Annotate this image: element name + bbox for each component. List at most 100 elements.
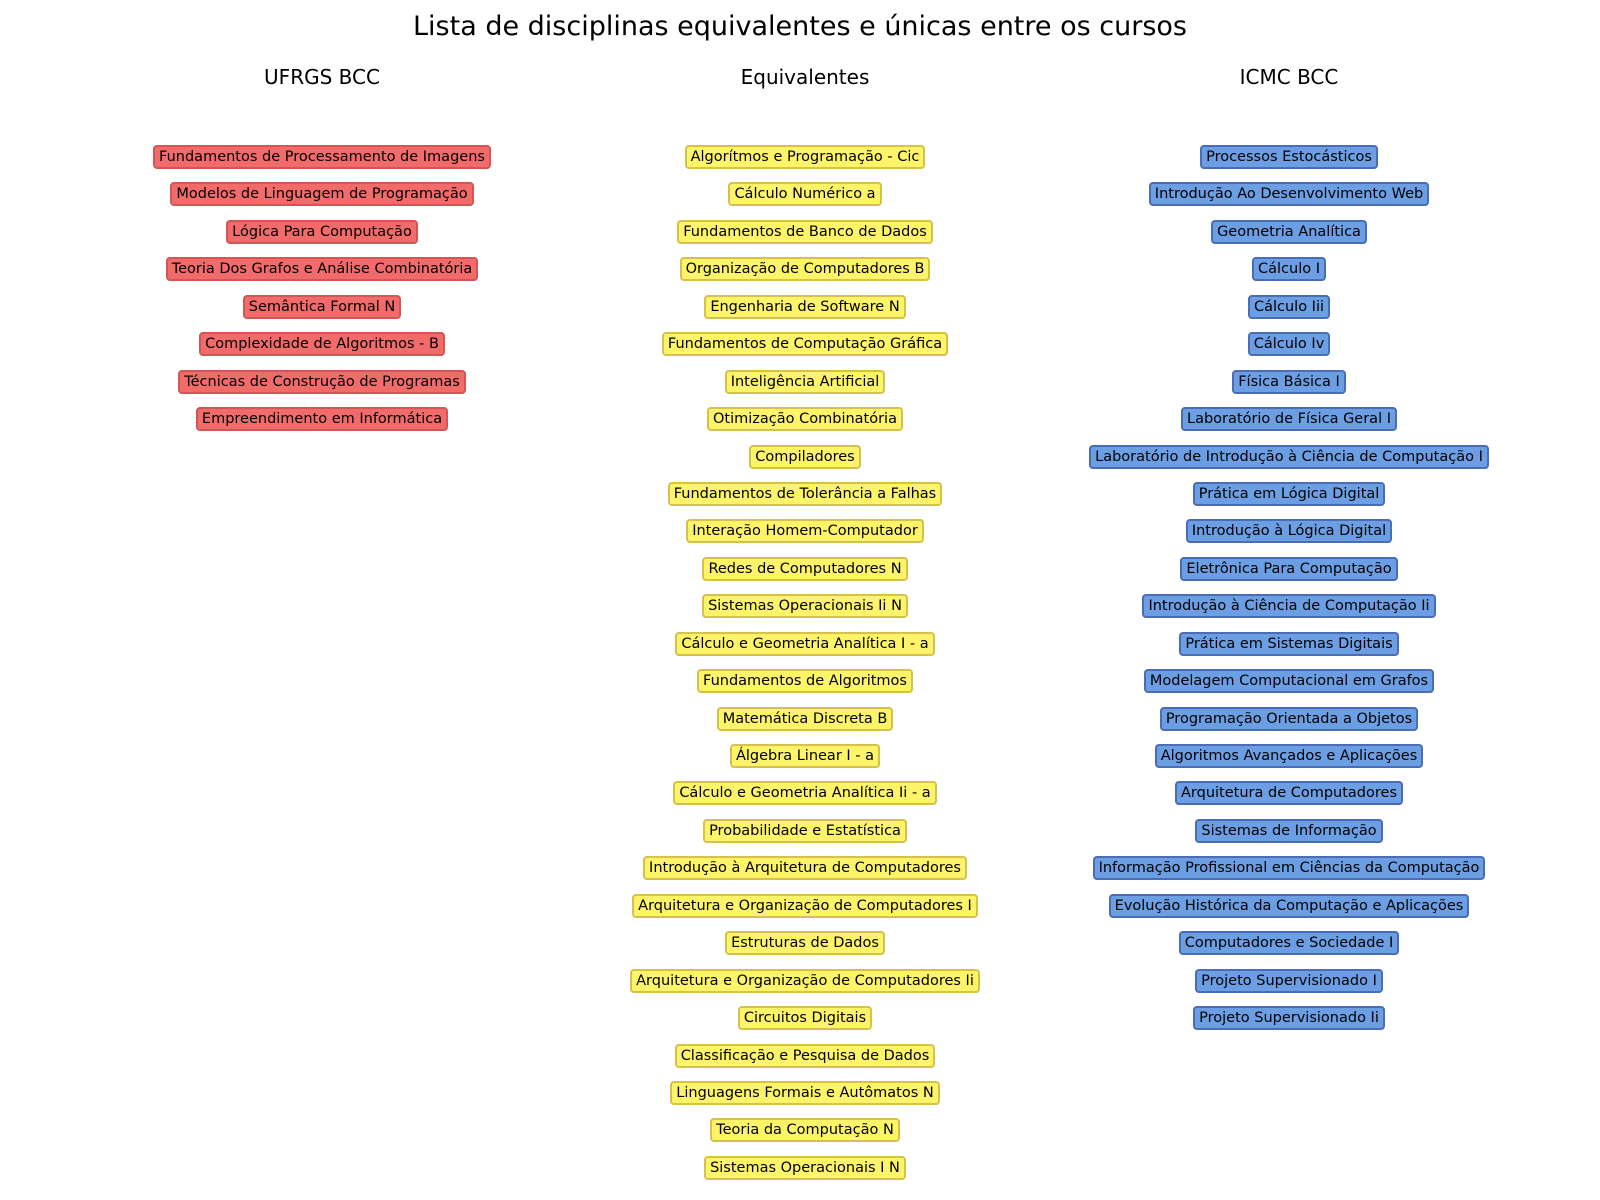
course-label: Semântica Formal N: [242, 294, 402, 319]
course-label: Otimização Combinatória: [707, 407, 903, 432]
course-label: Interação Homem-Computador: [686, 519, 924, 544]
course-label: Arquitetura de Computadores: [1175, 781, 1403, 806]
course-item-equivalentes: Fundamentos de Computação Gráfica: [565, 332, 1045, 369]
course-item-equivalentes: Redes de Computadores N: [565, 556, 1045, 594]
course-item-equivalentes: Probabilidade e Estatística: [565, 818, 1045, 856]
course-item-equivalentes: Arquitetura e Organização de Computadore…: [565, 893, 1045, 931]
course-label: Laboratório de Física Geral I: [1181, 407, 1397, 432]
course-item-equivalentes: Circuitos Digitais: [565, 1006, 1045, 1043]
course-label: Processos Estocásticos: [1200, 145, 1378, 169]
course-item-icmc: Laboratório de Física Geral I: [1049, 407, 1529, 444]
course-item-icmc: Prática em Sistemas Digitais: [1049, 631, 1529, 669]
course-item-ufrgs: Lógica Para Computação: [82, 219, 562, 257]
course-label: Probabilidade e Estatística: [703, 818, 907, 843]
course-item-equivalentes: Fundamentos de Banco de Dados: [565, 219, 1045, 257]
course-label: Teoria Dos Grafos e Análise Combinatória: [165, 257, 479, 282]
course-label: Sistemas de Informação: [1195, 818, 1383, 843]
course-item-equivalentes: Algorítmos e Programação - Cic: [565, 145, 1045, 182]
course-item-icmc: Projeto Supervisionado Ii: [1049, 1006, 1529, 1043]
course-item-icmc: Eletrônica Para Computação: [1049, 556, 1529, 594]
course-item-equivalentes: Teoria da Computação N: [565, 1118, 1045, 1155]
course-label: Cálculo e Geometria Analítica I - a: [675, 631, 935, 656]
course-item-equivalentes: Arquitetura e Organização de Computadore…: [565, 968, 1045, 1006]
course-label: Lógica Para Computação: [226, 219, 418, 244]
course-label: Matemática Discreta B: [716, 706, 894, 731]
course-item-icmc: Arquitetura de Computadores: [1049, 781, 1529, 818]
course-item-equivalentes: Estruturas de Dados: [565, 931, 1045, 968]
course-label: Introdução à Lógica Digital: [1185, 519, 1393, 544]
course-item-equivalentes: Inteligência Artificial: [565, 369, 1045, 407]
course-label: Arquitetura e Organização de Computadore…: [630, 968, 980, 993]
course-item-ufrgs: Empreendimento em Informática: [82, 407, 562, 444]
course-item-equivalentes: Cálculo Numérico a: [565, 182, 1045, 219]
course-list-icmc: Processos Estocásticos Introdução Ao Dese…: [1049, 145, 1529, 1044]
course-label: Introdução à Ciência de Computação Ii: [1142, 594, 1436, 619]
course-item-icmc: Modelagem Computacional em Grafos: [1049, 669, 1529, 706]
course-item-equivalentes: Cálculo e Geometria Analítica Ii - a: [565, 781, 1045, 818]
course-item-icmc: Sistemas de Informação: [1049, 818, 1529, 856]
course-label: Engenharia de Software N: [704, 294, 906, 319]
course-label: Redes de Computadores N: [702, 556, 908, 581]
course-item-icmc: Física Básica I: [1049, 369, 1529, 407]
course-list-ufrgs: Fundamentos de Processamento de Imagens M…: [82, 145, 562, 445]
course-item-icmc: Laboratório de Introdução à Ciência de C…: [1049, 444, 1529, 482]
course-label: Álgebra Linear I - a: [729, 744, 881, 768]
course-label: Inteligência Artificial: [724, 369, 886, 394]
course-item-equivalentes: Álgebra Linear I - a: [565, 744, 1045, 781]
course-label: Eletrônica Para Computação: [1180, 556, 1398, 581]
course-label: Fundamentos de Processamento de Imagens: [153, 145, 491, 169]
course-item-icmc: Introdução à Ciência de Computação Ii: [1049, 594, 1529, 631]
column-header-equivalentes: Equivalentes: [740, 65, 870, 89]
course-label: Evolução Histórica da Computação e Aplic…: [1108, 893, 1470, 918]
course-item-icmc: Introdução Ao Desenvolvimento Web: [1049, 182, 1529, 219]
course-item-icmc: Introdução à Lógica Digital: [1049, 519, 1529, 556]
course-label: Cálculo I: [1252, 257, 1326, 282]
course-label: Compiladores: [749, 444, 861, 469]
course-item-ufrgs: Fundamentos de Processamento de Imagens: [82, 145, 562, 182]
course-label: Introdução Ao Desenvolvimento Web: [1148, 182, 1430, 207]
course-label: Cálculo Iv: [1247, 332, 1331, 357]
course-label: Computadores e Sociedade I: [1178, 931, 1400, 956]
course-item-icmc: Geometria Analítica: [1049, 219, 1529, 257]
course-item-icmc: Cálculo Iii: [1049, 294, 1529, 332]
course-item-ufrgs: Teoria Dos Grafos e Análise Combinatória: [82, 257, 562, 294]
column-header-icmc: ICMC BCC: [1239, 65, 1339, 89]
course-item-ufrgs: Semântica Formal N: [82, 294, 562, 332]
course-list-equivalentes: Algorítmos e Programação - Cic Cálculo Nu…: [565, 145, 1045, 1193]
course-item-equivalentes: Matemática Discreta B: [565, 706, 1045, 744]
course-label: Fundamentos de Computação Gráfica: [661, 332, 949, 357]
course-label: Algoritmos Avançados e Aplicações: [1154, 744, 1424, 768]
course-item-ufrgs: Complexidade de Algoritmos - B: [82, 332, 562, 369]
course-label: Linguagens Formais e Autômatos N: [670, 1080, 940, 1105]
course-item-icmc: Evolução Histórica da Computação e Aplic…: [1049, 893, 1529, 931]
course-item-ufrgs: Técnicas de Construção de Programas: [82, 369, 562, 407]
course-item-equivalentes: Linguagens Formais e Autômatos N: [565, 1080, 1045, 1118]
course-label: Estruturas de Dados: [725, 931, 885, 956]
course-item-equivalentes: Otimização Combinatória: [565, 407, 1045, 444]
column-equivalentes: Equivalentes Algorítmos e Programação - …: [565, 0, 1045, 1200]
course-label: Projeto Supervisionado Ii: [1193, 1006, 1385, 1031]
course-item-icmc: Processos Estocásticos: [1049, 145, 1529, 182]
course-label: Prática em Sistemas Digitais: [1179, 631, 1399, 656]
course-label: Física Básica I: [1232, 369, 1346, 394]
column-icmc: ICMC BCC Processos Estocásticos Introduçã…: [1049, 0, 1529, 1200]
course-item-equivalentes: Compiladores: [565, 444, 1045, 482]
course-item-equivalentes: Engenharia de Software N: [565, 294, 1045, 332]
course-item-icmc: Projeto Supervisionado I: [1049, 968, 1529, 1006]
column-header-ufrgs: UFRGS BCC: [264, 65, 380, 89]
course-item-ufrgs: Modelos de Linguagem de Programação: [82, 182, 562, 219]
course-item-equivalentes: Cálculo e Geometria Analítica I - a: [565, 631, 1045, 669]
course-label: Fundamentos de Algoritmos: [697, 669, 913, 694]
course-item-equivalentes: Sistemas Operacionais I N: [565, 1155, 1045, 1193]
course-label: Empreendimento em Informática: [195, 407, 449, 432]
course-label: Cálculo Iii: [1247, 294, 1331, 319]
column-ufrgs: UFRGS BCC Fundamentos de Processamento d…: [82, 0, 562, 1200]
course-item-icmc: Algoritmos Avançados e Aplicações: [1049, 744, 1529, 781]
course-item-icmc: Cálculo Iv: [1049, 332, 1529, 369]
course-label: Prática em Lógica Digital: [1192, 481, 1386, 506]
course-item-equivalentes: Introdução à Arquitetura de Computadores: [565, 856, 1045, 893]
course-item-equivalentes: Fundamentos de Tolerância a Falhas: [565, 481, 1045, 519]
course-label: Programação Orientada a Objetos: [1159, 706, 1419, 731]
course-item-icmc: Programação Orientada a Objetos: [1049, 706, 1529, 744]
course-label: Cálculo e Geometria Analítica Ii - a: [673, 781, 937, 806]
